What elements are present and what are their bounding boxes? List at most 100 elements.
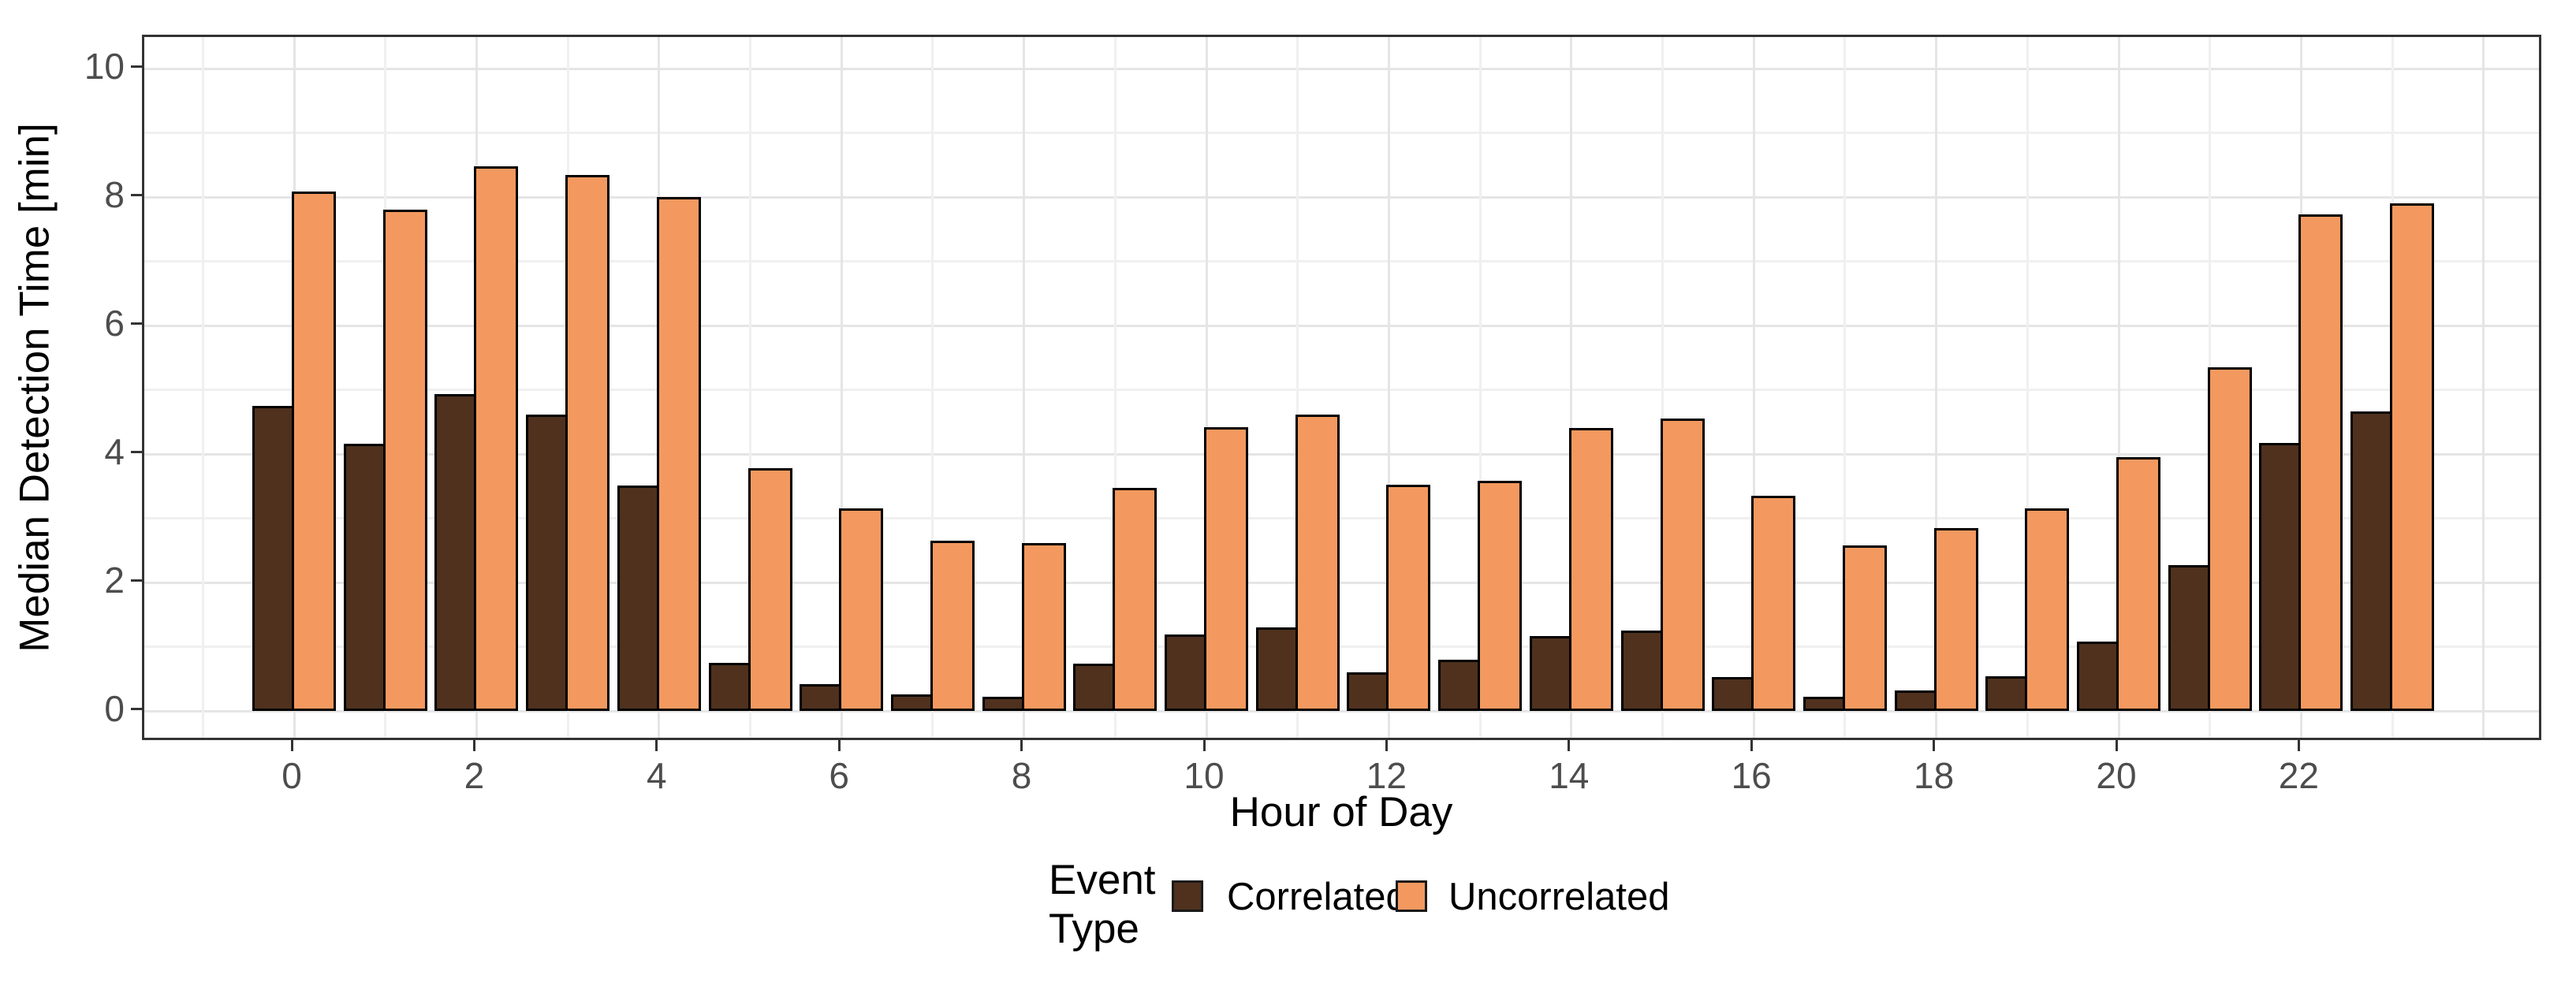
bar-uncorrelated-h2 [474, 166, 519, 711]
bar-uncorrelated-h21 [2207, 367, 2252, 711]
gridline-vertical [2026, 37, 2029, 738]
gridline-vertical [1478, 37, 1482, 738]
gridline-horizontal [144, 517, 2539, 519]
legend-swatch-correlated [1172, 880, 1203, 912]
y-tick-label: 10 [84, 46, 125, 87]
legend-label-uncorrelated: Uncorrelated [1448, 876, 1670, 918]
gridline-vertical [2117, 37, 2120, 738]
x-tick [2297, 740, 2300, 751]
bar-correlated-h6 [800, 684, 842, 711]
x-tick-label: 2 [464, 755, 485, 796]
x-tick [1568, 740, 1571, 751]
gridline-vertical [1023, 37, 1026, 738]
bar-uncorrelated-h10 [1204, 427, 1248, 711]
bar-uncorrelated-h18 [1933, 528, 1978, 711]
gridline-vertical [1570, 37, 1573, 738]
bar-uncorrelated-h5 [747, 468, 792, 711]
gridline-vertical [1113, 37, 1117, 738]
bar-uncorrelated-h14 [1568, 428, 1613, 711]
bar-uncorrelated-h19 [2025, 508, 2070, 711]
x-tick [2115, 740, 2118, 751]
legend-title-line2: Type [1049, 906, 1139, 952]
x-tick-label: 18 [1914, 755, 1955, 796]
x-tick [1020, 740, 1023, 751]
gridline-vertical [1661, 37, 1664, 738]
bar-correlated-h21 [2168, 565, 2210, 711]
bar-uncorrelated-h15 [1660, 419, 1705, 711]
y-tick-label: 4 [104, 431, 125, 472]
gridline-vertical [931, 37, 934, 738]
y-tick [131, 322, 142, 325]
x-tick [1202, 740, 1206, 751]
bar-correlated-h7 [890, 694, 933, 711]
gridline-vertical [1752, 37, 1755, 738]
bar-uncorrelated-h4 [656, 197, 701, 711]
x-tick [290, 740, 293, 751]
x-tick-label: 22 [2278, 755, 2319, 796]
x-axis-title: Hour of Day [1229, 789, 1453, 835]
bar-uncorrelated-h7 [930, 541, 975, 711]
gridline-vertical [1387, 37, 1390, 738]
bar-uncorrelated-h3 [565, 175, 610, 711]
bar-uncorrelated-h20 [2116, 457, 2160, 711]
x-tick-label: 12 [1366, 755, 1407, 796]
bar-uncorrelated-h17 [1842, 545, 1887, 711]
x-tick-label: 16 [1731, 755, 1772, 796]
bar-correlated-h12 [1347, 672, 1389, 711]
gridline-vertical [1296, 37, 1299, 738]
gridline-vertical [1205, 37, 1208, 738]
y-tick-label: 2 [104, 560, 125, 601]
bar-correlated-h17 [1802, 697, 1845, 711]
x-tick [1933, 740, 1936, 751]
x-tick-label: 6 [829, 755, 849, 796]
plot-panel [142, 35, 2541, 740]
gridline-vertical [749, 37, 751, 738]
x-tick-label: 8 [1011, 755, 1032, 796]
gridline-horizontal [144, 67, 2539, 70]
bar-correlated-h10 [1165, 634, 1206, 711]
bar-uncorrelated-h6 [839, 508, 884, 711]
gridline-vertical [1935, 37, 1938, 738]
legend-swatch-uncorrelated [1396, 880, 1427, 912]
bar-correlated-h8 [982, 697, 1024, 711]
bar-uncorrelated-h16 [1751, 496, 1796, 711]
bar-uncorrelated-h8 [1021, 543, 1066, 711]
x-tick [472, 740, 475, 751]
x-tick [655, 740, 658, 751]
y-tick [131, 450, 142, 453]
bar-correlated-h9 [1073, 664, 1116, 711]
bar-correlated-h0 [252, 406, 294, 711]
bar-uncorrelated-h1 [382, 210, 427, 711]
bar-uncorrelated-h9 [1113, 488, 1158, 711]
gridline-horizontal [144, 452, 2539, 456]
gridline-horizontal [144, 132, 2539, 134]
legend-label-correlated: Correlated [1227, 876, 1407, 918]
gridline-vertical [2482, 37, 2485, 738]
gridline-horizontal [144, 646, 2539, 648]
bar-correlated-h3 [526, 415, 569, 711]
x-tick-label: 0 [281, 755, 302, 796]
gridline-horizontal [144, 260, 2539, 262]
bar-correlated-h1 [343, 444, 386, 711]
gridline-vertical [1843, 37, 1847, 738]
legend-title-line1: Event [1049, 857, 1156, 903]
gridline-horizontal [144, 709, 2539, 713]
y-tick-label: 8 [104, 174, 125, 215]
gridline-horizontal [144, 324, 2539, 327]
gridline-horizontal [144, 581, 2539, 584]
x-tick-label: 10 [1184, 755, 1225, 796]
bar-correlated-h16 [1712, 677, 1754, 711]
x-tick [837, 740, 841, 751]
y-tick [131, 193, 142, 196]
bar-correlated-h22 [2259, 443, 2302, 711]
y-tick-label: 6 [104, 303, 125, 344]
y-tick-label: 0 [104, 688, 125, 729]
x-tick [1750, 740, 1753, 751]
bar-correlated-h18 [1894, 690, 1937, 711]
x-tick-label: 14 [1549, 755, 1590, 796]
y-tick [131, 65, 142, 68]
bar-correlated-h11 [1255, 627, 1298, 711]
y-tick [131, 707, 142, 710]
y-axis-title: Median Detection Time [min] [11, 123, 58, 653]
